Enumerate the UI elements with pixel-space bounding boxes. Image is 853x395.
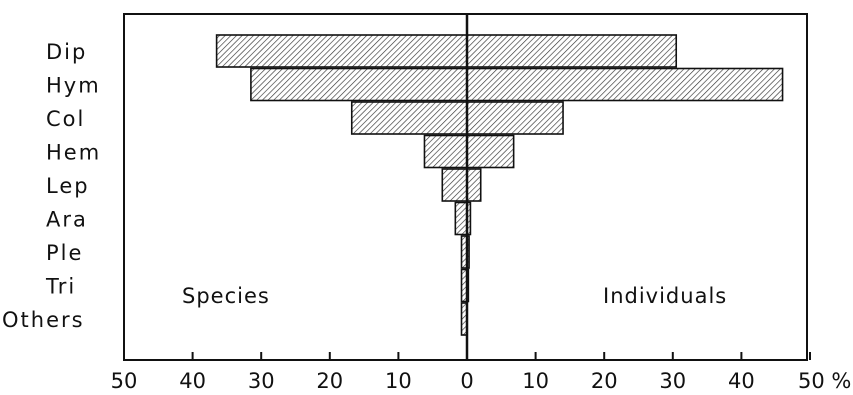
x-tick-label: 50 bbox=[111, 369, 138, 393]
category-label-dip: Dip bbox=[46, 40, 87, 64]
species-panel-label: Species bbox=[182, 284, 270, 308]
category-label-lep: Lep bbox=[46, 174, 90, 198]
bars-group bbox=[215, 34, 784, 336]
x-tick-label: 50 % bbox=[798, 369, 851, 393]
x-tick-label: 0 bbox=[460, 369, 473, 393]
x-tick-label: 40 bbox=[728, 369, 755, 393]
category-labels-group: Dip Hym Col Hem Lep Ara Ple Tri Others bbox=[2, 40, 101, 332]
x-tick-label: 10 bbox=[522, 369, 549, 393]
x-tick-label: 10 bbox=[385, 369, 412, 393]
bar-individuals-hem bbox=[466, 134, 515, 169]
individuals-panel-label: Individuals bbox=[603, 284, 727, 308]
x-tick-label: 30 bbox=[659, 369, 686, 393]
bar-species-hym bbox=[250, 67, 468, 102]
x-tick-label: 20 bbox=[591, 369, 618, 393]
bar-species-hem bbox=[423, 134, 468, 169]
x-tick-label: 30 bbox=[248, 369, 275, 393]
bar-individuals-col bbox=[466, 101, 564, 135]
bar-species-lep bbox=[441, 168, 468, 202]
x-ticks-group: 50 40 30 20 10 0 10 20 30 40 50 % bbox=[111, 352, 851, 393]
plot-frame bbox=[123, 13, 808, 361]
x-tick-label: 20 bbox=[316, 369, 343, 393]
bar-species-dip bbox=[215, 34, 468, 68]
category-label-others: Others bbox=[2, 308, 85, 332]
x-tick-label: 40 bbox=[179, 369, 206, 393]
category-label-ple: Ple bbox=[46, 241, 83, 265]
bar-species-ara bbox=[454, 201, 468, 236]
bar-individuals-dip bbox=[466, 34, 678, 68]
bar-individuals-lep bbox=[466, 168, 482, 202]
category-label-hem: Hem bbox=[46, 141, 101, 165]
category-label-col: Col bbox=[46, 107, 85, 131]
category-label-hym: Hym bbox=[46, 74, 101, 98]
category-label-tri: Tri bbox=[45, 275, 76, 299]
bar-species-col bbox=[350, 101, 468, 135]
bar-individuals-hym bbox=[466, 67, 784, 102]
category-label-ara: Ara bbox=[46, 208, 88, 232]
